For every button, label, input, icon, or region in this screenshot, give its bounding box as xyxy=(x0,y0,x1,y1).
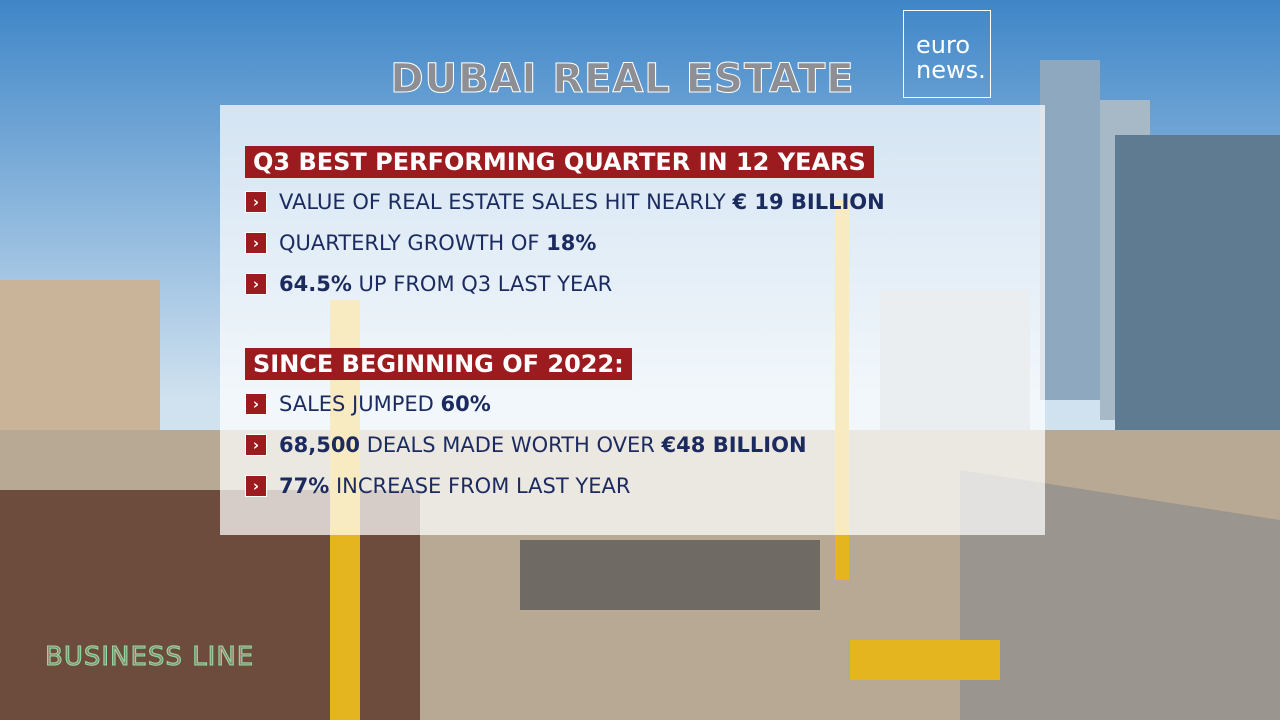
highlight-text: 68,500 xyxy=(279,433,361,457)
logo: euro news. xyxy=(903,10,991,98)
section-heading: Q3 BEST PERFORMING QUARTER IN 12 YEARS xyxy=(245,146,874,178)
bullet-text: INCREASE FROM LAST YEAR xyxy=(329,474,631,498)
bullet-text: QUARTERLY GROWTH OF xyxy=(279,231,547,255)
bullet-icon: › xyxy=(245,475,267,497)
bullet-icon: › xyxy=(245,191,267,213)
logo-line: euro xyxy=(916,31,970,59)
highlight-text: 77% xyxy=(279,474,330,498)
bullet-text: SALES JUMPED xyxy=(279,392,441,416)
bullet-item: › VALUE OF REAL ESTATE SALES HIT NEARLY €… xyxy=(245,188,885,216)
bullet-text: UP FROM Q3 LAST YEAR xyxy=(351,272,613,296)
bullet-item: › 77% INCREASE FROM LAST YEAR xyxy=(245,472,630,500)
highlight-text: 60% xyxy=(440,392,491,416)
bullet-icon: › xyxy=(245,434,267,456)
highlight-text: €48 BILLION xyxy=(661,433,807,457)
bullet-text: VALUE OF REAL ESTATE SALES HIT NEARLY xyxy=(279,190,733,214)
bullet-icon: › xyxy=(245,393,267,415)
title: DUBAI REAL ESTATE xyxy=(390,56,855,103)
section-heading: SINCE BEGINNING OF 2022: xyxy=(245,348,632,380)
highlight-text: 64.5% xyxy=(279,272,352,296)
logo-line: news. xyxy=(916,56,986,84)
bullet-text: DEALS MADE WORTH OVER xyxy=(360,433,662,457)
bullet-icon: › xyxy=(245,273,267,295)
bullet-item: › 68,500 DEALS MADE WORTH OVER €48 BILLIO… xyxy=(245,431,807,459)
bullet-item: › 64.5% UP FROM Q3 LAST YEAR xyxy=(245,270,612,298)
programme-logo: BUSINESS LINE xyxy=(44,642,255,673)
highlight-text: 18% xyxy=(546,231,597,255)
bullet-icon: › xyxy=(245,232,267,254)
bullet-item: › SALES JUMPED 60% xyxy=(245,390,491,418)
bullet-item: › QUARTERLY GROWTH OF 18% xyxy=(245,229,596,257)
highlight-text: € 19 BILLION xyxy=(732,190,885,214)
